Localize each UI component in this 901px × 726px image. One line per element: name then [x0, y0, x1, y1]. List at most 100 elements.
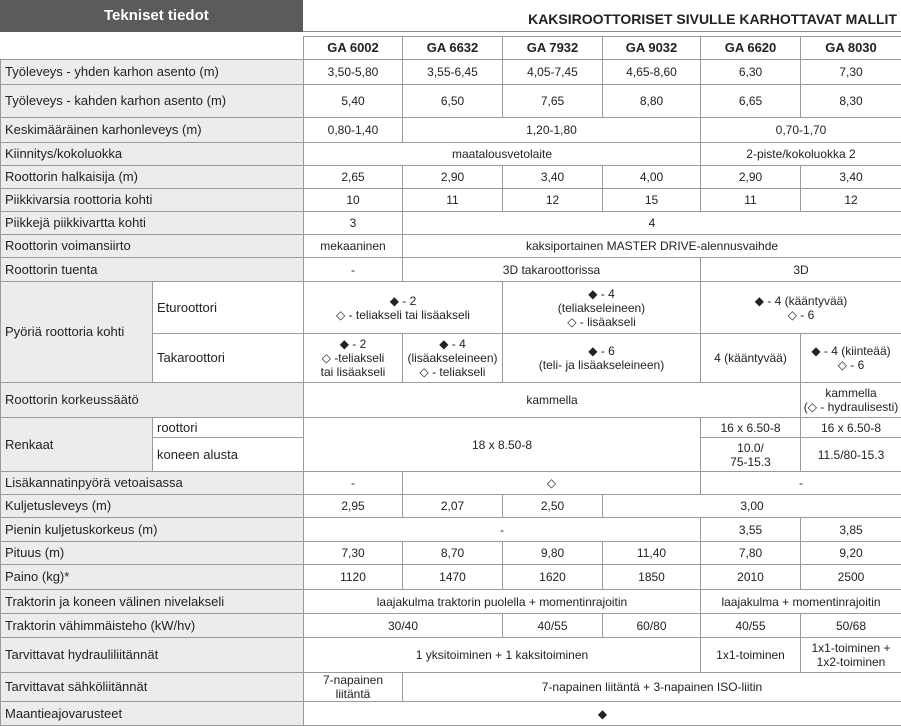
spec-value: 2500	[801, 565, 901, 590]
spec-value: -	[304, 258, 403, 282]
spec-value: kammella (◇ - hydraulisesti)	[801, 383, 901, 418]
spec-value: 60/80	[603, 614, 701, 638]
spec-value: 3	[304, 212, 403, 235]
spec-value: 5,40	[304, 85, 403, 118]
model-name: GA 6002	[304, 37, 403, 60]
spec-value: 2,07	[403, 495, 503, 518]
spec-value: ◆ - 6 (teli- ja lisäakseleineen)	[503, 334, 701, 383]
model-name: GA 8030	[801, 37, 901, 60]
row-label: Roottorin voimansiirto	[1, 235, 304, 258]
model-name: GA 7932	[503, 37, 603, 60]
row-label: Piikkejä piikkivartta kohti	[1, 212, 304, 235]
spec-value: 1620	[503, 565, 603, 590]
spec-value: 16 x 6.50-8	[801, 418, 901, 438]
spec-value: 1 yksitoiminen + 1 kaksitoiminen	[304, 638, 701, 673]
row-label: Kiinnitys/kokoluokka	[1, 143, 304, 166]
spec-value: laajakulma traktorin puolella + momentin…	[304, 590, 701, 614]
spec-value: 7-napainen liitäntä + 3-napainen ISO-lii…	[403, 673, 901, 702]
spec-value: 30/40	[304, 614, 503, 638]
spec-value: -	[304, 518, 701, 542]
spec-value: ◆ - 4 (kääntyvää) ◇ - 6	[701, 282, 901, 334]
spec-value: 40/55	[503, 614, 603, 638]
row-label: Piikkivarsia roottoria kohti	[1, 189, 304, 212]
row-label: Paino (kg)*	[1, 565, 304, 590]
section-title: Tekniset tiedot	[0, 0, 303, 32]
spec-value: 1120	[304, 565, 403, 590]
row-label: Renkaat	[1, 418, 153, 472]
spec-value: kaksiportainen MASTER DRIVE-alennusvaihd…	[403, 235, 901, 258]
row-label: Työleveys - yhden karhon asento (m)	[1, 60, 304, 85]
spec-value: maatalousvetolaite	[304, 143, 701, 166]
spec-value: 1,20-1,80	[403, 118, 701, 143]
spec-value: 3D	[701, 258, 901, 282]
spec-value: 2,90	[403, 166, 503, 189]
spec-value: 1850	[603, 565, 701, 590]
spec-value: 3,55-6,45	[403, 60, 503, 85]
spec-value: 4,05-7,45	[503, 60, 603, 85]
spec-value: 11.5/80-15.3	[801, 438, 901, 472]
spec-value: 3D takaroottorissa	[403, 258, 701, 282]
spec-value: kammella	[304, 383, 801, 418]
spec-value: 15	[603, 189, 701, 212]
row-sublabel: Takaroottori	[153, 334, 304, 383]
spec-value: 10.0/ 75-15.3	[701, 438, 801, 472]
spec-value: 2,90	[701, 166, 801, 189]
row-sublabel: koneen alusta	[153, 438, 304, 472]
spec-value: ◆ - 4 (teliakseleineen) ◇ - lisäakseli	[503, 282, 701, 334]
spec-value: 1x1-toiminen + 1x2-toiminen	[801, 638, 901, 673]
spec-value: 2,95	[304, 495, 403, 518]
row-label: Roottorin tuenta	[1, 258, 304, 282]
row-label: Pienin kuljetuskorkeus (m)	[1, 518, 304, 542]
spec-value: 3,40	[801, 166, 901, 189]
blank-cell	[1, 37, 304, 60]
spec-value: 7-napainen liitäntä	[304, 673, 403, 702]
row-label: Lisäkannatinpyörä vetoaisassa	[1, 472, 304, 495]
spec-value: 6,30	[701, 60, 801, 85]
row-label: Keskimääräinen karhonleveys (m)	[1, 118, 304, 143]
spec-value: 4	[403, 212, 901, 235]
model-name: GA 6620	[701, 37, 801, 60]
spec-value: 0,80-1,40	[304, 118, 403, 143]
spec-value: 2010	[701, 565, 801, 590]
model-name: GA 9032	[603, 37, 701, 60]
spec-value: 2,50	[503, 495, 603, 518]
spec-value: 8,80	[603, 85, 701, 118]
spec-value: 7,30	[304, 542, 403, 565]
row-label: Pituus (m)	[1, 542, 304, 565]
spec-value: 8,70	[403, 542, 503, 565]
spec-value: 3,00	[603, 495, 901, 518]
row-label: Roottorin korkeussäätö	[1, 383, 304, 418]
row-label: Työleveys - kahden karhon asento (m)	[1, 85, 304, 118]
spec-row: Lisäkannatinpyörä vetoaisassa-◇-	[1, 472, 901, 495]
spec-value: ◆ - 4 (kiinteää) ◇ - 6	[801, 334, 901, 383]
spec-row: Keskimääräinen karhonleveys (m)0,80-1,40…	[1, 118, 901, 143]
row-label: Traktorin vähimmäisteho (kW/hv)	[1, 614, 304, 638]
section-subtitle: KAKSIROOTTORISET SIVULLE KARHOTTAVAT MAL…	[303, 0, 901, 32]
spec-value: 10	[304, 189, 403, 212]
row-label: Traktorin ja koneen välinen nivelakseli	[1, 590, 304, 614]
spec-value: ◇	[403, 472, 701, 495]
spec-value: 4,00	[603, 166, 701, 189]
spec-value: 9,20	[801, 542, 901, 565]
spec-value: -	[701, 472, 901, 495]
spec-row: Työleveys - yhden karhon asento (m)3,50-…	[1, 60, 901, 85]
spec-value: 7,80	[701, 542, 801, 565]
spec-value: 3,55	[701, 518, 801, 542]
row-label: Pyöriä roottoria kohti	[1, 282, 153, 383]
row-sublabel: Eturoottori	[153, 282, 304, 334]
spec-value: 18 x 8.50-8	[304, 418, 701, 472]
